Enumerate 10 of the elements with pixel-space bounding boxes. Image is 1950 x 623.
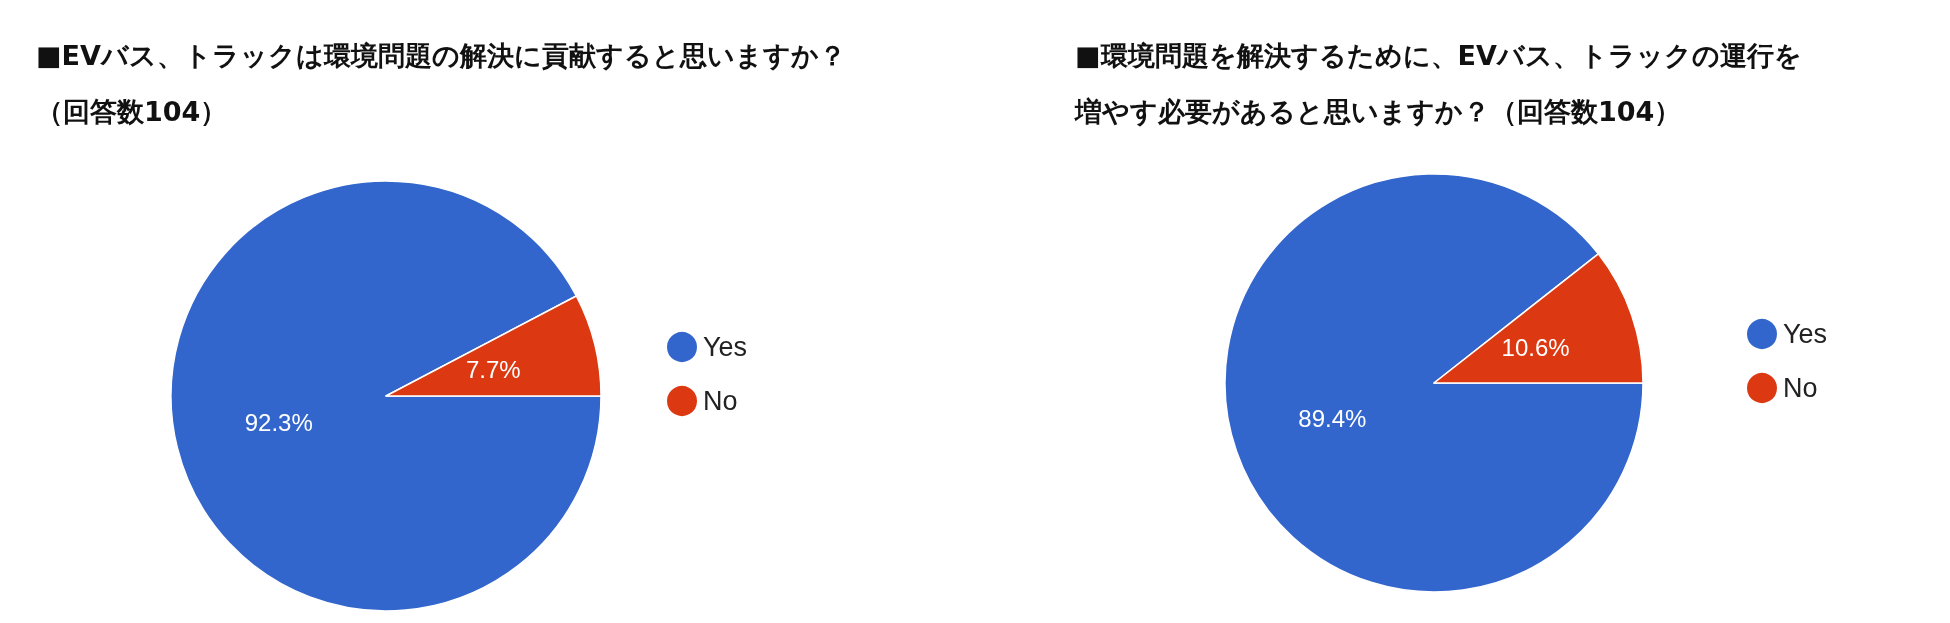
legend-label: No xyxy=(703,386,738,416)
legend-label: Yes xyxy=(1783,319,1828,349)
legend-label: Yes xyxy=(703,332,748,362)
chart-title: ■環境問題を解決するために、EVバス、トラックの運行を増やす必要があると思いますか？（回答数104） xyxy=(1074,39,1802,127)
data-label: 92.3% xyxy=(244,408,313,436)
data-label: 89.4% xyxy=(1298,404,1367,432)
legend-label: No xyxy=(1783,373,1818,403)
data-label: 7.7% xyxy=(465,356,521,384)
data-label: 10.6% xyxy=(1501,334,1570,362)
chart-title: ■EVバス、トラックは環境問題の解決に貢献すると思いますか？（回答数104） xyxy=(36,39,846,127)
